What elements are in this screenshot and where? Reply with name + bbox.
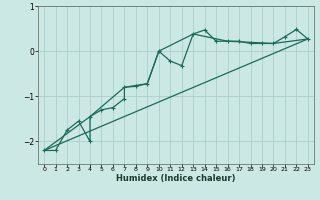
X-axis label: Humidex (Indice chaleur): Humidex (Indice chaleur) (116, 174, 236, 183)
